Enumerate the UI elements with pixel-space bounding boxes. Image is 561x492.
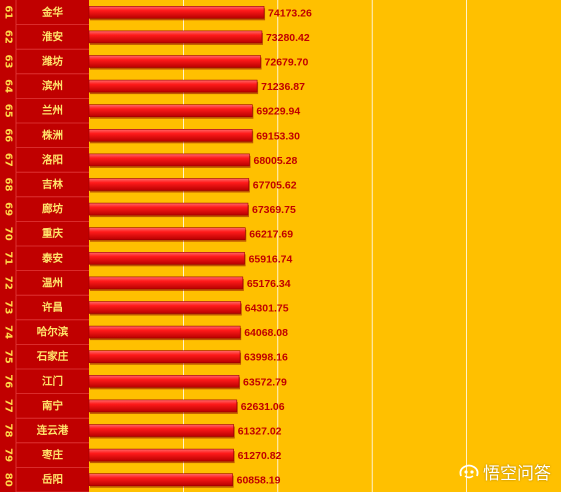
rank-label: 72: [3, 276, 14, 290]
value-label: 64301.75: [245, 303, 289, 315]
city-label: 重庆: [42, 227, 63, 240]
rank-label: 63: [3, 55, 14, 69]
city-label: 温州: [42, 276, 63, 289]
bar: [88, 424, 235, 437]
bar: [88, 227, 246, 240]
city-label: 岳阳: [42, 473, 63, 486]
rank-label: 74: [3, 325, 14, 339]
bar: [88, 252, 245, 265]
gridlines: [182, 0, 468, 492]
bar: [88, 6, 265, 19]
bar: [88, 448, 234, 462]
bars: [88, 6, 266, 488]
rank-label: 65: [3, 104, 14, 118]
rank-label: 76: [3, 374, 14, 388]
city-label: 石家庄: [36, 350, 69, 363]
city-label: 哈尔滨: [37, 325, 69, 338]
city-label: 金华: [41, 5, 63, 18]
rank-label: 62: [3, 30, 14, 44]
rank-label: 78: [3, 424, 14, 438]
rank-label: 69: [3, 202, 14, 216]
rank-label: 80: [3, 473, 14, 487]
value-label: 71236.87: [261, 81, 305, 93]
bar: [88, 202, 249, 216]
value-label: 68005.28: [253, 155, 297, 167]
value-label: 64068.08: [244, 327, 288, 339]
rank-label: 68: [3, 178, 14, 192]
bar: [88, 79, 258, 93]
value-label: 67369.75: [252, 204, 296, 216]
rank-label: 61: [3, 5, 14, 19]
wukong-logo-icon: [459, 464, 479, 478]
city-label: 洛阳: [42, 153, 63, 166]
city-label: 淮安: [42, 30, 63, 43]
bar: [88, 178, 250, 191]
bar: [88, 104, 253, 117]
city-label: 连云港: [37, 424, 69, 437]
value-label: 65176.34: [247, 278, 291, 290]
value-label: 69229.94: [256, 106, 300, 118]
value-label: 67705.62: [253, 180, 297, 192]
bar: [88, 129, 253, 142]
bar: [88, 55, 261, 68]
rank-label: 77: [3, 399, 14, 413]
city-label: 吉林: [42, 178, 63, 191]
rank-label: 70: [3, 227, 14, 241]
city-label: 泰安: [41, 251, 63, 264]
rank-label: 73: [3, 301, 14, 315]
bar: [88, 30, 263, 44]
city-label: 潍坊: [41, 55, 63, 68]
bar: [88, 374, 240, 388]
value-label: 60858.19: [237, 475, 281, 487]
bar: [88, 276, 244, 290]
value-label: 61327.02: [238, 426, 282, 438]
bar: [88, 399, 238, 413]
value-label: 72679.70: [265, 57, 309, 69]
rank-label: 79: [3, 448, 14, 462]
value-label: 74173.26: [268, 7, 312, 19]
bar: [88, 473, 233, 487]
labels: 61 金华 74173.26 62 淮安 73280.42 63 潍坊 72679.70 64 滨州…: [3, 5, 313, 486]
city-label: 许昌: [42, 301, 63, 314]
rank-label: 67: [3, 153, 14, 167]
city-label: 枣庄: [41, 448, 63, 461]
rank-label: 75: [3, 350, 14, 364]
value-label: 62631.06: [241, 401, 285, 413]
city-label: 兰州: [42, 104, 63, 117]
bar: [88, 301, 242, 314]
rank-label: 66: [3, 128, 14, 142]
rank-label: 71: [3, 251, 14, 265]
bar: [88, 153, 250, 167]
value-label: 63998.16: [244, 352, 288, 364]
city-label: 滨州: [42, 79, 63, 92]
city-label: 株洲: [42, 128, 63, 141]
value-label: 66217.69: [249, 229, 293, 241]
bar: [88, 350, 241, 364]
city-label: 南宁: [42, 399, 63, 412]
rank-label: 64: [3, 79, 14, 93]
value-label: 63572.79: [243, 376, 287, 388]
watermark-text: 悟空问答: [483, 464, 551, 484]
value-label: 61270.82: [238, 450, 282, 462]
city-label: 廊坊: [42, 202, 63, 215]
value-label: 69153.30: [256, 130, 300, 142]
value-label: 73280.42: [266, 32, 310, 44]
city-label: 江门: [42, 374, 63, 387]
watermark: 悟空问答: [458, 459, 551, 484]
label-panel: [0, 0, 89, 492]
bar: [88, 325, 241, 339]
value-label: 65916.74: [249, 253, 293, 265]
